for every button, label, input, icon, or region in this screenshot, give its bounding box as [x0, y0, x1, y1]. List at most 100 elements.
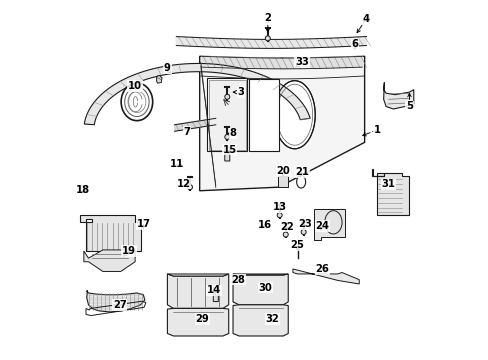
Polygon shape: [319, 39, 323, 48]
Polygon shape: [292, 269, 359, 284]
Polygon shape: [243, 58, 247, 68]
Polygon shape: [265, 39, 269, 48]
Polygon shape: [350, 37, 354, 46]
Polygon shape: [238, 39, 242, 48]
Polygon shape: [345, 57, 349, 68]
Polygon shape: [226, 57, 230, 68]
Polygon shape: [300, 58, 304, 69]
Polygon shape: [323, 38, 327, 48]
Polygon shape: [167, 274, 228, 309]
Polygon shape: [83, 250, 135, 271]
Polygon shape: [207, 38, 211, 47]
Polygon shape: [331, 38, 335, 47]
Polygon shape: [308, 58, 312, 69]
Polygon shape: [156, 75, 162, 83]
Polygon shape: [371, 168, 408, 215]
FancyBboxPatch shape: [224, 147, 229, 161]
Polygon shape: [255, 58, 259, 69]
Polygon shape: [214, 57, 218, 68]
Polygon shape: [192, 122, 194, 129]
Polygon shape: [315, 39, 319, 48]
Polygon shape: [349, 57, 353, 68]
Polygon shape: [267, 58, 271, 69]
Text: 6: 6: [351, 39, 358, 49]
Polygon shape: [207, 119, 209, 126]
Polygon shape: [206, 57, 210, 67]
Polygon shape: [311, 39, 315, 48]
Polygon shape: [335, 38, 339, 47]
Text: 29: 29: [195, 314, 209, 324]
Polygon shape: [261, 39, 265, 48]
Polygon shape: [184, 37, 187, 46]
Text: 23: 23: [297, 219, 311, 229]
Polygon shape: [325, 57, 328, 68]
Polygon shape: [304, 58, 308, 69]
Text: 8: 8: [229, 129, 236, 138]
Polygon shape: [271, 58, 275, 69]
Polygon shape: [215, 38, 219, 48]
Polygon shape: [210, 57, 214, 68]
Polygon shape: [211, 38, 215, 47]
Polygon shape: [198, 121, 200, 127]
Polygon shape: [167, 309, 228, 336]
Text: 25: 25: [290, 240, 304, 250]
Polygon shape: [199, 38, 203, 47]
Polygon shape: [343, 37, 346, 46]
Polygon shape: [226, 39, 230, 48]
Text: 18: 18: [76, 185, 90, 195]
Polygon shape: [383, 82, 413, 109]
Text: 20: 20: [276, 166, 289, 176]
Text: 3: 3: [237, 87, 244, 97]
Polygon shape: [233, 274, 287, 275]
Text: 1: 1: [373, 125, 380, 135]
Polygon shape: [239, 58, 243, 68]
Polygon shape: [176, 124, 179, 131]
Text: 17: 17: [136, 219, 150, 229]
Polygon shape: [263, 58, 267, 69]
Polygon shape: [80, 185, 85, 193]
Polygon shape: [185, 123, 187, 130]
Text: 2: 2: [264, 13, 271, 23]
FancyBboxPatch shape: [213, 288, 218, 302]
Polygon shape: [304, 39, 307, 48]
Polygon shape: [235, 57, 239, 68]
Text: 7: 7: [183, 127, 190, 136]
Polygon shape: [209, 119, 211, 126]
Text: 31: 31: [381, 179, 395, 189]
Polygon shape: [281, 39, 285, 48]
Polygon shape: [280, 58, 284, 69]
Polygon shape: [176, 37, 180, 46]
Polygon shape: [204, 120, 207, 126]
Text: 14: 14: [207, 285, 221, 296]
Polygon shape: [312, 58, 316, 68]
Circle shape: [265, 36, 270, 41]
Text: 28: 28: [231, 275, 244, 285]
Text: 9: 9: [163, 63, 170, 73]
Polygon shape: [223, 39, 226, 48]
Polygon shape: [339, 38, 343, 47]
Polygon shape: [213, 118, 215, 125]
Polygon shape: [84, 63, 309, 125]
Text: 15: 15: [222, 144, 236, 154]
Polygon shape: [316, 58, 321, 68]
Text: 11: 11: [170, 159, 184, 169]
Polygon shape: [219, 39, 223, 48]
Polygon shape: [358, 37, 362, 46]
Polygon shape: [300, 39, 304, 48]
Polygon shape: [275, 58, 280, 69]
Polygon shape: [284, 58, 288, 69]
Polygon shape: [353, 57, 357, 67]
Polygon shape: [251, 58, 255, 69]
Polygon shape: [222, 57, 226, 68]
Polygon shape: [211, 119, 213, 125]
Polygon shape: [274, 81, 314, 149]
Polygon shape: [288, 39, 292, 48]
Circle shape: [301, 229, 305, 234]
Polygon shape: [259, 58, 263, 69]
Polygon shape: [234, 39, 238, 48]
Polygon shape: [230, 39, 234, 48]
Circle shape: [277, 213, 282, 218]
Polygon shape: [346, 37, 350, 46]
Polygon shape: [288, 58, 292, 69]
Text: 32: 32: [265, 314, 279, 324]
